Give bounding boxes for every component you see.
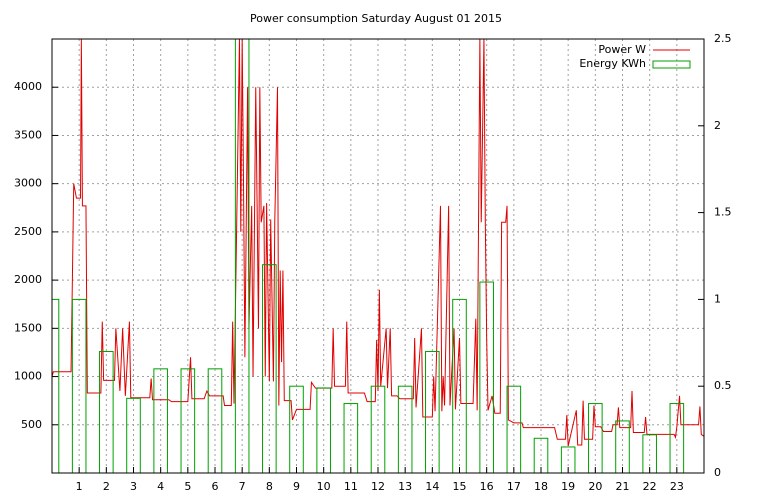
y-tick-label: 2000 xyxy=(14,273,42,286)
energy-bar xyxy=(316,387,331,473)
energy-bar xyxy=(669,403,685,473)
plot-area xyxy=(52,39,704,473)
x-tick-label: 16 xyxy=(480,480,494,493)
energy-bar xyxy=(71,298,87,473)
energy-bar xyxy=(289,385,304,473)
power-line xyxy=(52,39,704,447)
legend-label: Energy KWh xyxy=(579,57,646,70)
x-tick-label: 3 xyxy=(130,480,137,493)
energy-bar xyxy=(99,350,114,473)
x-tick-label: 20 xyxy=(588,480,602,493)
x-tick-label: 14 xyxy=(425,480,439,493)
y-tick-label: 3000 xyxy=(14,177,42,190)
energy-bar xyxy=(180,368,196,473)
x-tick-label: 4 xyxy=(157,480,164,493)
y2-tick-label: 0 xyxy=(714,466,721,479)
y2-tick-label: 2.5 xyxy=(714,32,732,45)
x-tick-label: 7 xyxy=(239,480,246,493)
y2-tick-label: 1.5 xyxy=(714,206,732,219)
x-tick-label: 8 xyxy=(266,480,273,493)
energy-bar xyxy=(343,403,359,473)
y2-tick-label: 1 xyxy=(714,292,721,305)
energy-bar xyxy=(452,298,467,473)
legend-label: Power W xyxy=(598,43,646,56)
y-tick-label: 500 xyxy=(21,418,42,431)
x-tick-label: 5 xyxy=(184,480,191,493)
energy-bar xyxy=(370,385,386,473)
y-tick-label: 3500 xyxy=(14,128,42,141)
x-tick-label: 12 xyxy=(371,480,385,493)
energy-bar xyxy=(207,368,223,473)
y2-tick-label: 0.5 xyxy=(714,379,732,392)
chart-title: Power consumption Saturday August 01 201… xyxy=(250,12,502,25)
energy-bar xyxy=(397,385,413,473)
energy-bar xyxy=(425,350,440,473)
energy-bar xyxy=(153,368,168,473)
x-tick-label: 18 xyxy=(534,480,548,493)
energy-bar xyxy=(533,437,549,473)
x-tick-label: 2 xyxy=(103,480,110,493)
x-tick-label: 10 xyxy=(317,480,331,493)
energy-bar xyxy=(506,385,522,473)
legend-swatch xyxy=(652,60,691,69)
y2-tick-label: 2 xyxy=(714,119,721,132)
y-tick-label: 1000 xyxy=(14,370,42,383)
energy-bar xyxy=(262,264,277,473)
x-tick-label: 6 xyxy=(212,480,219,493)
x-tick-label: 9 xyxy=(293,480,300,493)
plot-border xyxy=(51,38,705,474)
y-tick-label: 1500 xyxy=(14,321,42,334)
energy-bar xyxy=(588,403,603,473)
x-tick-label: 17 xyxy=(507,480,521,493)
x-tick-label: 13 xyxy=(398,480,412,493)
x-tick-label: 11 xyxy=(344,480,358,493)
energy-bar xyxy=(642,434,657,473)
x-tick-label: 21 xyxy=(616,480,630,493)
y-tick-label: 4000 xyxy=(14,80,42,93)
energy-bar xyxy=(234,39,250,473)
energy-bar xyxy=(52,298,60,473)
energy-bar xyxy=(479,281,494,473)
y-tick-label: 2500 xyxy=(14,225,42,238)
energy-bar xyxy=(615,420,630,473)
x-tick-label: 1 xyxy=(76,480,83,493)
x-tick-label: 19 xyxy=(561,480,575,493)
x-tick-label: 15 xyxy=(453,480,467,493)
x-tick-label: 22 xyxy=(643,480,657,493)
x-tick-label: 23 xyxy=(670,480,684,493)
